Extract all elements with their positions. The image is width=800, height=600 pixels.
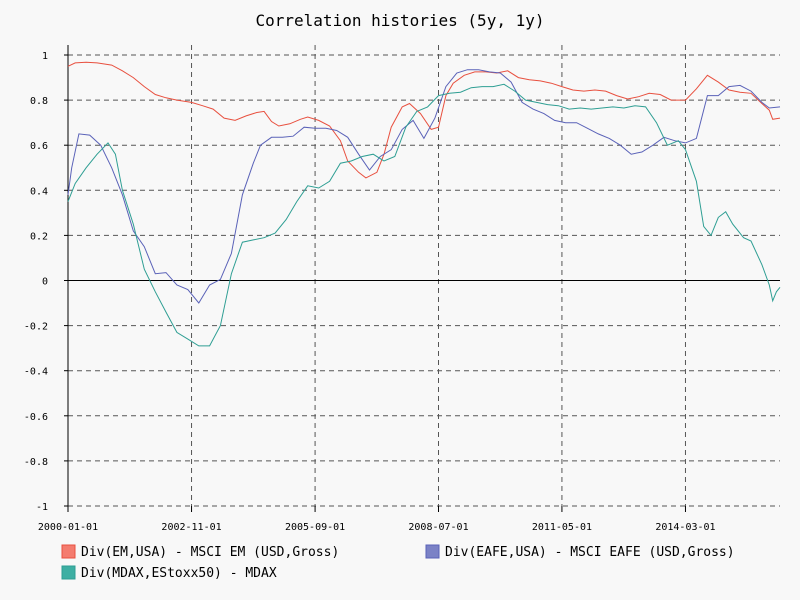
y-tick-label: -0.2 [24, 322, 48, 333]
x-tick-label: 2011-05-01 [532, 522, 592, 533]
y-tick-label: -0.6 [24, 412, 48, 423]
x-tick-label: 2014-03-01 [655, 522, 715, 533]
legend-swatch-3 [61, 565, 76, 580]
y-tick-label: 0.2 [30, 231, 48, 242]
y-tick-label: -0.4 [24, 367, 48, 378]
legend: Div(EM,USA) - MSCI EM (USD,Gross) Div(EAF… [61, 544, 735, 581]
series-lines [67, 61, 781, 347]
series-line-1 [67, 61, 781, 179]
chart-title: Correlation histories (5y, 1y) [256, 11, 545, 30]
y-tick-label: -0.8 [24, 457, 48, 468]
grid-lines [68, 45, 780, 507]
x-tick-label: 2000-01-01 [38, 522, 98, 533]
legend-label-1: Div(EM,USA) - MSCI EM (USD,Gross) [81, 545, 339, 560]
y-tick-label: 1 [42, 51, 48, 62]
series-line-3 [67, 83, 781, 347]
y-tick-label: 0.8 [30, 96, 48, 107]
x-tick-label: 2002-11-01 [161, 522, 221, 533]
series-line-2 [67, 69, 781, 304]
legend-label-3: Div(MDAX,EStoxx50) - MDAX [81, 566, 277, 581]
y-tick-label: -1 [36, 502, 48, 513]
y-tick-label: 0.6 [30, 141, 48, 152]
legend-label-2: Div(EAFE,USA) - MSCI EAFE (USD,Gross) [445, 545, 735, 560]
x-tick-label: 2008-07-01 [408, 522, 468, 533]
legend-swatch-2 [425, 544, 440, 559]
axes: -1 -0.8 -0.6 -0.4 -0.2 0 0.2 0.4 0.6 0.8 1 2000-01-… [24, 45, 780, 533]
x-tick-label: 2005-09-01 [285, 522, 345, 533]
y-tick-label: 0.4 [30, 186, 48, 197]
legend-swatch-1 [61, 544, 76, 559]
y-tick-label: 0 [42, 277, 48, 288]
